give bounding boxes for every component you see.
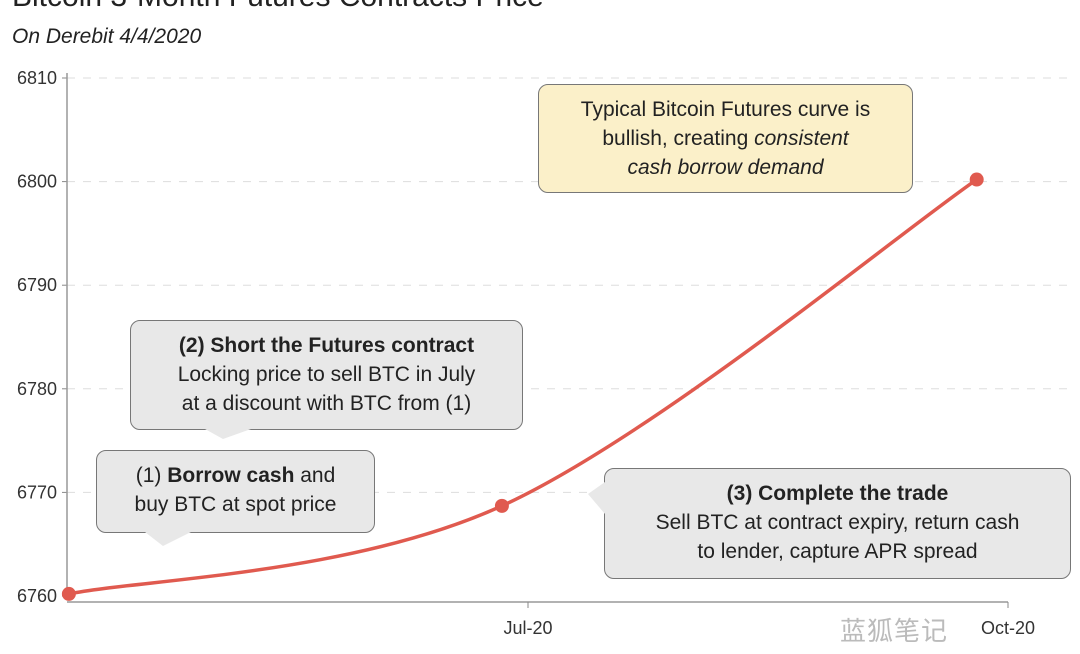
x-tick-label: Oct-20 [981,618,1035,638]
annotation-text: Typical Bitcoin Futures curve is [580,98,871,121]
callout-tail [205,429,251,439]
annotation-text: buy BTC at spot price [134,493,337,516]
data-point [494,498,509,513]
callout-tail [588,482,605,514]
x-tick-label: Jul-20 [503,618,552,638]
annotation-text: at a discount with BTC from (1) [181,392,472,415]
annotation-bullish-curve: Typical Bitcoin Futures curve is bullish… [538,84,913,193]
annotation-text: Sell BTC at contract expiry, return cash [655,511,1020,534]
annotation-text: (1) [135,464,168,487]
annotation-short-futures: (2) Short the Futures contract Locking p… [130,320,523,430]
chart-subtitle: On Derebit 4/4/2020 [12,25,202,48]
annotation-heading: Borrow cash [167,464,295,487]
data-point [61,586,76,601]
annotation-heading: (3) Complete the trade [726,482,949,505]
y-tick-label: 6790 [17,275,57,295]
annotation-borrow-cash: (1) Borrow cash and buy BTC at spot pric… [96,450,375,533]
callout-tail [145,532,191,546]
data-point [969,172,984,187]
chart-title: Bitcoin 3-Month Futures Contracts Price [12,0,544,14]
annotation-text-italic: cash borrow demand [627,156,824,179]
annotation-text: and [294,464,336,487]
annotation-complete-trade: (3) Complete the trade Sell BTC at contr… [604,468,1071,579]
annotation-text-italic: consistent [754,127,849,150]
annotation-text: Locking price to sell BTC in July [177,363,476,386]
y-tick-label: 6800 [17,172,57,192]
y-tick-label: 6760 [17,586,57,606]
y-tick-label: 6770 [17,482,57,502]
watermark: 蓝狐笔记 [840,616,949,646]
annotation-text: bullish, creating [602,127,755,150]
price-line [68,178,978,596]
y-tick-label: 6810 [17,68,57,88]
annotation-text: to lender, capture APR spread [697,540,978,563]
annotation-heading: (2) Short the Futures contract [178,334,475,357]
y-tick-label: 6780 [17,379,57,399]
